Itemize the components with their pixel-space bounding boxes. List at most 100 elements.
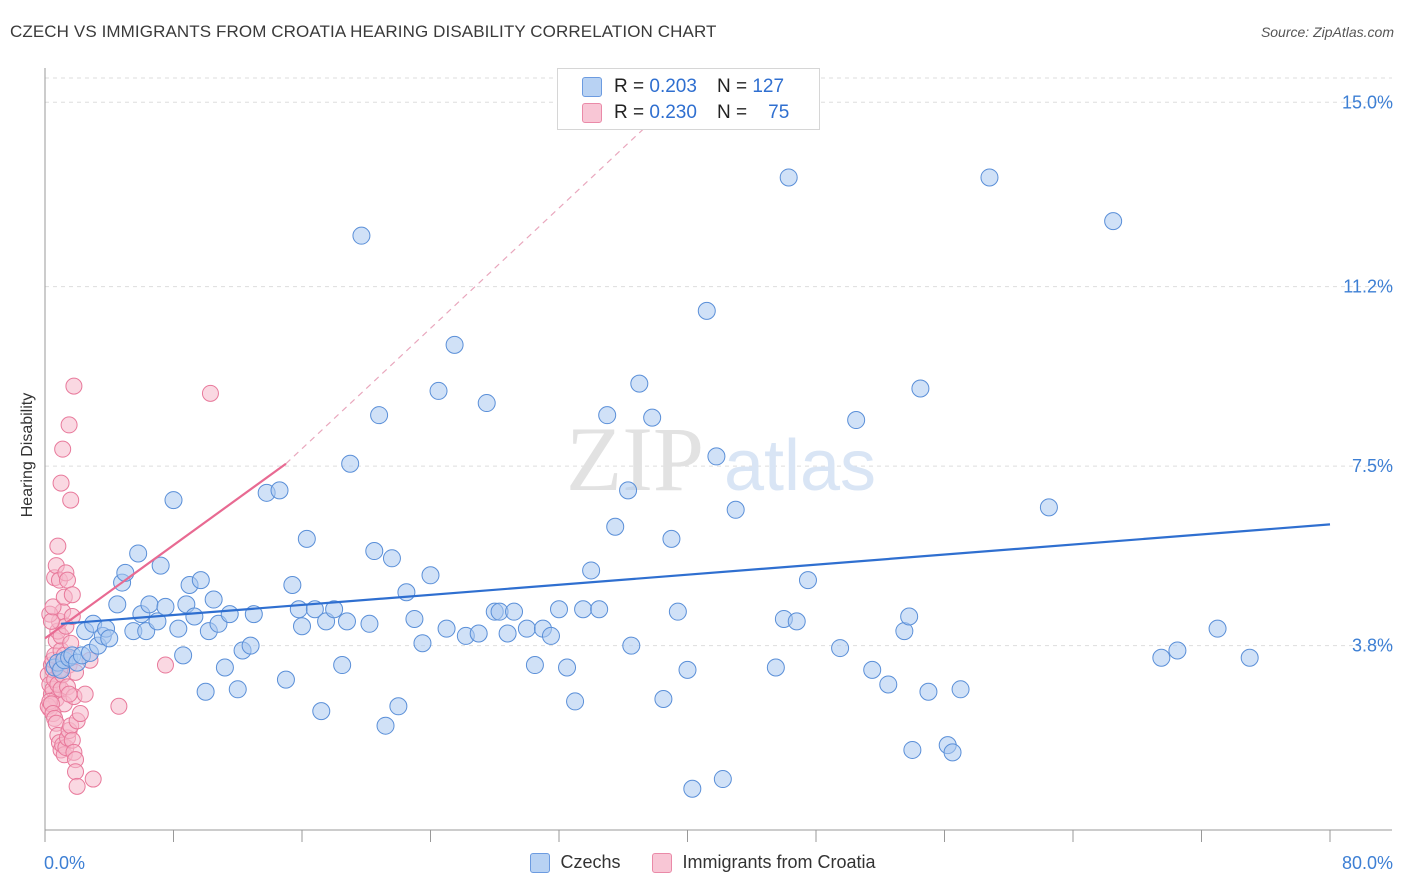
czech-point — [108, 595, 127, 614]
croatia-point — [62, 491, 80, 509]
czech-point — [297, 529, 316, 548]
czech-point — [951, 680, 970, 699]
czech-point — [241, 636, 260, 655]
czech-point — [215, 658, 234, 677]
r-label: R = — [614, 102, 645, 123]
czech-point — [360, 614, 379, 633]
czech-point — [1039, 498, 1058, 517]
czech-point — [1104, 212, 1123, 231]
czech-point — [191, 571, 210, 590]
grid — [45, 77, 1392, 647]
czech-point — [697, 301, 716, 320]
croatia-point — [110, 697, 128, 715]
czech-point — [185, 607, 204, 626]
czech-point — [352, 226, 371, 245]
czech-point — [943, 743, 962, 762]
czech-trend-line — [60, 523, 1331, 625]
croatia-point — [63, 586, 81, 604]
czech-point — [169, 619, 188, 638]
n-value: 127 — [752, 76, 785, 97]
y-tick-labels: 3.8% 7.5% 11.2% 15.0% — [1342, 92, 1393, 655]
czech-point — [582, 561, 601, 580]
czech-point — [1240, 648, 1259, 667]
croatia-point — [71, 705, 89, 723]
czech-point — [220, 605, 239, 624]
czech-point — [654, 690, 673, 709]
czech-point — [365, 542, 384, 561]
stats-legend: R = 0.203 N = 127 R = 0.230 N = 75 — [557, 68, 820, 130]
croatia-swatch — [582, 103, 602, 123]
y-tick-label: 7.5% — [1352, 456, 1393, 476]
czech-swatch — [582, 77, 602, 97]
croatia-point — [67, 763, 85, 781]
czech-point — [228, 680, 247, 699]
czech-point — [574, 600, 593, 619]
czech-point — [156, 597, 175, 616]
series-legend: Czechs Immigrants from Croatia — [0, 852, 1406, 873]
czech-point — [389, 697, 408, 716]
legend-label-czechs: Czechs — [560, 852, 621, 872]
czech-point — [469, 624, 488, 643]
czech-point — [643, 408, 662, 427]
croatia-point — [52, 474, 70, 492]
czech-point — [668, 602, 687, 621]
croatia-trend-extension — [285, 87, 688, 465]
czech-point — [477, 394, 496, 413]
czech-point — [847, 411, 866, 430]
czech-point — [766, 658, 785, 677]
croatia-point — [44, 598, 62, 616]
czech-point — [498, 624, 517, 643]
czech-point — [779, 168, 798, 187]
czech-point — [713, 770, 732, 789]
czech-point — [129, 544, 148, 563]
n-label: N = — [716, 102, 748, 123]
r-label: R = — [614, 76, 645, 97]
czech-point — [606, 517, 625, 536]
croatia-point — [76, 685, 94, 703]
croatia-trend-line — [44, 462, 287, 640]
czech-point — [140, 595, 159, 614]
watermark-atlas: atlas — [724, 426, 876, 506]
czech-point — [289, 600, 308, 619]
czech-point — [619, 481, 638, 500]
r-value: 0.230 — [649, 102, 697, 123]
czech-point — [630, 374, 649, 393]
czech-point — [376, 716, 395, 735]
croatia-point — [58, 571, 76, 589]
chart-title: CZECH VS IMMIGRANTS FROM CROATIA HEARING… — [10, 22, 717, 41]
croatia-point — [60, 685, 78, 703]
czech-point — [707, 447, 726, 466]
y-tick-label: 11.2% — [1343, 277, 1393, 297]
czech-point — [831, 639, 850, 658]
czech-point — [312, 702, 331, 721]
czech-point — [900, 607, 919, 626]
czech-point — [798, 571, 817, 590]
czech-point — [174, 646, 193, 665]
czech-point — [270, 481, 289, 500]
czech-point — [1208, 619, 1227, 638]
czech-point — [293, 617, 311, 636]
czech-point — [370, 406, 389, 425]
croatia-point — [84, 770, 102, 788]
czech-point — [590, 600, 609, 619]
czech-point — [517, 619, 536, 638]
croatia-swatch — [652, 852, 673, 873]
croatia-point — [201, 384, 219, 402]
croatia-point — [65, 377, 83, 395]
x-tick-label-min: 0.0% — [44, 853, 86, 873]
czech-point — [622, 636, 641, 655]
czech-point — [164, 491, 183, 510]
czech-point — [421, 566, 440, 585]
croatia-point — [156, 656, 174, 674]
czech-point — [683, 779, 702, 798]
x-tick-label-max: 80.0% — [1341, 853, 1393, 873]
czech-point — [541, 626, 560, 645]
croatia-point — [42, 612, 60, 630]
czech-point — [405, 609, 424, 628]
y-tick-label: 15.0% — [1342, 92, 1393, 112]
czech-point — [566, 692, 585, 711]
czech-point — [337, 612, 356, 631]
czech-point — [678, 660, 697, 679]
czech-point — [879, 675, 898, 694]
